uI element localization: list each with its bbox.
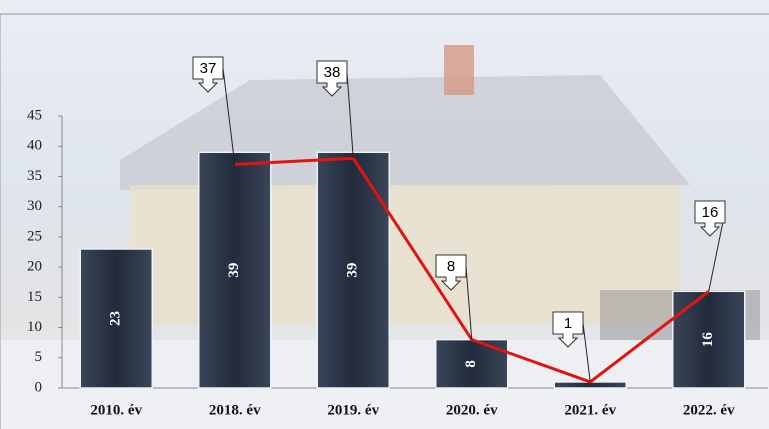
line-value-label: 37 (200, 60, 217, 77)
line-value-label: 8 (447, 258, 455, 275)
plot-area: 0 5 10 15 20 25 30 35 40 45 2010. év 2018. év 2019. … (27, 56, 768, 418)
bar-value-label: 39 (345, 263, 361, 278)
callout-box (552, 311, 584, 348)
callout-leader (222, 67, 236, 165)
bar-value-label: 8 (463, 360, 479, 368)
callout-box (694, 200, 726, 237)
bar (672, 290, 746, 389)
x-tick-label: 2010. év (90, 402, 142, 418)
bar (198, 151, 272, 389)
callout-box (435, 254, 467, 291)
callout-leader (465, 265, 473, 340)
callout-box (192, 56, 224, 93)
line-value-label: 38 (324, 64, 341, 81)
x-tick-label: 2018. év (209, 402, 261, 418)
callout-box (316, 60, 348, 97)
x-tick-label: 2019. év (327, 402, 379, 418)
y-tick-label: 0 (35, 379, 43, 395)
y-tick-label: 10 (27, 319, 42, 335)
line-value-label: 16 (702, 204, 719, 221)
x-tick-label: 2021. év (564, 402, 616, 418)
y-tick-label: 20 (27, 259, 42, 275)
y-tick-label: 45 (27, 107, 42, 123)
line-value-label: 1 (564, 315, 572, 332)
y-tick-label: 35 (27, 168, 42, 184)
bar-value-label: 39 (226, 263, 242, 278)
y-tick-label: 15 (27, 289, 42, 305)
bar (316, 151, 390, 389)
y-tick-label: 5 (35, 349, 43, 365)
x-tick-label: 2020. év (446, 402, 498, 418)
callout-leader (582, 322, 591, 383)
x-tick-label: 2022. év (683, 402, 735, 418)
callout-leader (346, 71, 354, 159)
bar (79, 248, 153, 389)
callout-leader (708, 211, 726, 292)
y-tick-label: 25 (27, 228, 42, 244)
bar-value-label: 16 (700, 332, 716, 348)
y-tick-label: 40 (27, 138, 42, 154)
bar-value-label: 23 (108, 311, 124, 326)
y-tick-label: 30 (27, 198, 42, 214)
